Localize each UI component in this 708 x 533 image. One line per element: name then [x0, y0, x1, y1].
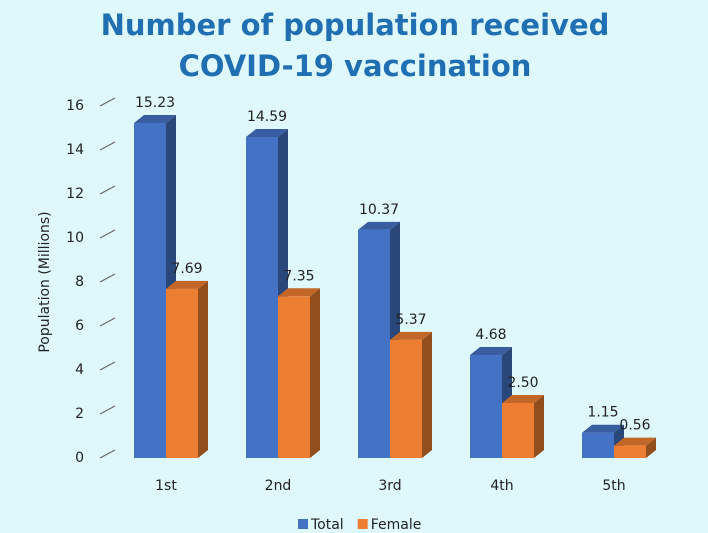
bar-side	[646, 437, 656, 458]
data-label: 0.56	[619, 418, 650, 434]
data-label: 15.23	[135, 95, 175, 111]
data-label: 2.50	[507, 375, 538, 391]
bar-side	[310, 288, 320, 458]
tick-mark	[99, 449, 116, 459]
bar	[470, 355, 502, 458]
y-tick-label: 2	[75, 406, 84, 422]
y-tick-label: 16	[66, 98, 84, 114]
bar	[278, 296, 310, 458]
bar-top	[614, 437, 656, 446]
legend-label: Female	[371, 517, 422, 533]
tick-mark	[99, 97, 116, 107]
tick-mark	[99, 229, 116, 239]
tick-mark	[99, 273, 116, 283]
data-label: 7.35	[283, 268, 314, 284]
y-tick-label: 14	[66, 142, 84, 158]
tick-mark	[99, 317, 116, 327]
x-tick-label: 5th	[602, 478, 625, 494]
data-label: 5.37	[395, 312, 426, 328]
bar	[502, 403, 534, 458]
data-label: 7.69	[171, 261, 202, 277]
legend-swatch	[298, 519, 308, 529]
data-label: 14.59	[247, 109, 287, 125]
bar-top	[278, 288, 320, 297]
chart-title: Number of population received	[101, 8, 610, 42]
data-label: 1.15	[587, 405, 618, 421]
y-tick-label: 6	[75, 318, 84, 334]
bar-top	[246, 129, 288, 138]
bar	[166, 288, 198, 458]
tick-mark	[99, 185, 116, 195]
tick-mark	[99, 141, 116, 151]
bar-top	[134, 114, 176, 123]
chart-subtitle: COVID-19 vaccination	[179, 49, 532, 83]
y-tick-label: 10	[66, 230, 84, 246]
data-label: 4.68	[475, 327, 506, 343]
bar-top	[390, 331, 432, 340]
bar-top	[582, 424, 624, 433]
tick-mark	[99, 361, 116, 371]
x-tick-label: 2nd	[265, 478, 292, 494]
legend-label: Total	[310, 517, 344, 533]
bar-top	[502, 395, 544, 403]
y-tick-label: 4	[75, 362, 84, 378]
x-tick-label: 1st	[155, 478, 177, 494]
bar-top	[358, 221, 400, 230]
bar	[582, 432, 614, 458]
bar-side	[198, 280, 208, 458]
bar-side	[422, 331, 432, 458]
x-tick-label: 3rd	[378, 478, 401, 494]
bar	[358, 229, 390, 458]
bar	[134, 122, 166, 458]
x-tick-label: 4th	[490, 478, 513, 494]
bar	[246, 137, 278, 458]
bar	[614, 445, 646, 458]
y-tick-label: 8	[75, 274, 84, 290]
y-tick-label: 12	[66, 186, 84, 202]
bar-top	[166, 280, 208, 289]
bar-side	[534, 395, 544, 458]
y-tick-label: 0	[75, 450, 84, 466]
y-axis-label: Population (Millions)	[37, 211, 53, 352]
legend-swatch	[357, 519, 368, 529]
data-label: 10.37	[359, 202, 399, 218]
tick-mark	[99, 405, 116, 415]
bar-top	[470, 347, 512, 356]
bar	[390, 339, 422, 458]
